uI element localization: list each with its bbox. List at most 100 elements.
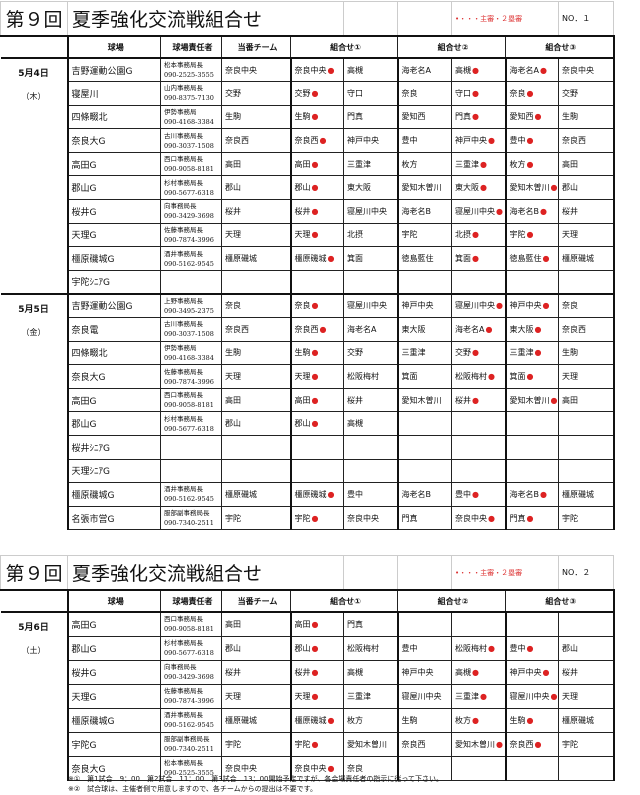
match-team — [343, 435, 399, 460]
umpire-mark-icon: ● — [327, 763, 335, 773]
duty-team: 天理 — [221, 683, 291, 709]
umpire-legend: •・・・主審・２塁審 — [451, 1, 560, 37]
match-team — [343, 269, 399, 295]
team-name: 交野 — [347, 348, 364, 358]
umpire-mark-icon: ● — [311, 112, 319, 122]
match-team: 天理● — [289, 364, 345, 389]
manager-name: 山内事務局長 — [164, 84, 203, 93]
team-name: 松阪梅村 — [455, 372, 488, 382]
team-name: 桜井 — [347, 395, 364, 405]
team-name: 門真 — [455, 112, 472, 122]
match-team: 豊中 — [343, 482, 399, 507]
match-team — [558, 755, 615, 781]
match-team: 神戸中央● — [504, 659, 560, 685]
sheet-number: NO．２ — [558, 555, 615, 591]
match-team — [451, 269, 507, 295]
match-team — [451, 411, 507, 436]
match-team: 高槻 — [343, 57, 399, 83]
umpire-mark-icon: ● — [534, 739, 542, 749]
match-team: 高槻● — [451, 57, 507, 83]
duty-team: 郡山 — [221, 175, 291, 201]
team-name: 交野 — [294, 88, 311, 98]
venue: 天理G — [67, 683, 161, 709]
umpire-mark-icon: ● — [311, 513, 319, 523]
match-team: 宇陀 — [558, 505, 615, 531]
venue: 郡山G — [67, 175, 161, 201]
team-name: 徳島藍住 — [401, 254, 434, 264]
match-team: 奈良中央 — [343, 505, 399, 531]
team-name: 枚方 — [455, 715, 472, 725]
match-team: 愛知木曽川 — [343, 731, 399, 757]
umpire-mark-icon: ● — [542, 301, 550, 311]
match-team: 郡山● — [289, 175, 345, 201]
venue: 宇陀G — [67, 731, 161, 757]
match-team: 宇陀● — [289, 731, 345, 757]
umpire-mark-icon: ● — [472, 395, 479, 405]
manager-phone: 090-2525-3555 — [164, 769, 214, 777]
match-team: 豊中● — [504, 635, 560, 661]
match-team: 海老名B — [396, 482, 453, 507]
team-name: 三重津 — [347, 691, 372, 701]
team-name: 海老名B — [509, 489, 540, 499]
match-team: 宇陀● — [504, 222, 560, 248]
match-team: 海老名A — [396, 57, 453, 83]
manager-name: 向事務局長 — [164, 663, 197, 671]
sheet-title: 夏季強化交流戦組合せ — [66, 555, 345, 591]
table-row: 四條畷北 伊勢事務局 090-4168-3384 生駒 生駒● 門真 愛知西 門真● 愛知西● 生… — [1, 104, 615, 130]
team-name: 生駒 — [294, 112, 311, 122]
venue-manager: 西口事務局長 090-9058-8181 — [160, 151, 222, 177]
match-team: 天理 — [558, 364, 615, 389]
team-name: 奈良西 — [562, 136, 587, 146]
umpire-mark-icon: ● — [327, 254, 335, 264]
match-team: 豊中● — [451, 482, 507, 507]
match-team: 奈良西● — [289, 128, 345, 153]
match-team: 生駒 — [558, 340, 615, 366]
team-name: 桜井 — [294, 667, 311, 677]
table-row: 宇陀ｼﾆｱG — [1, 269, 615, 295]
umpire-mark-icon: ● — [472, 667, 479, 677]
manager-name: 佐藤事務局長 — [164, 367, 203, 376]
match-team: 橿原磯城 — [558, 707, 615, 733]
match-team: 三重津 — [343, 151, 399, 177]
sheet-number: NO．１ — [558, 1, 615, 37]
match-team: 奈良西 — [558, 128, 615, 153]
match-team — [558, 458, 615, 484]
umpire-mark-icon: ● — [480, 159, 487, 169]
match-team — [558, 611, 615, 637]
manager-phone: 090-2525-3555 — [164, 71, 214, 80]
match-team: 徳島藍住 — [396, 246, 453, 271]
match-team: 高槻 — [343, 659, 399, 685]
duty-team: 奈良 — [221, 292, 291, 319]
umpire-mark-icon: ● — [327, 65, 335, 75]
team-name: 三重津 — [455, 691, 480, 701]
match-team — [396, 755, 453, 781]
match-team: 高田● — [289, 611, 345, 637]
match-team: 寝屋川中央 — [343, 199, 399, 224]
team-name: 奈良西 — [562, 324, 587, 334]
team-name: 豊中 — [401, 136, 418, 146]
venue: 名張市営G — [67, 505, 161, 531]
match-date: 5月6日 — [18, 623, 49, 633]
match-team: 橿原磯城 — [558, 482, 615, 507]
duty-team: 橿原磯城 — [221, 246, 291, 271]
match-team: 天理● — [289, 222, 345, 248]
umpire-mark-icon: ● — [496, 301, 503, 311]
venue-manager: 西口事務局長 090-9058-8181 — [160, 387, 222, 413]
match-team: 奈良 — [343, 755, 399, 781]
round-label: 第９回 — [0, 1, 68, 37]
team-name: 宇陀 — [509, 230, 526, 240]
umpire-mark-icon: ● — [526, 715, 534, 725]
header-duty-team: 当番チーム — [221, 35, 291, 59]
team-name: 豊中 — [455, 489, 472, 499]
table-row: 宇陀G 服部副事務局長 090-7340-2511 宇陀 宇陀● 愛知木曽川 奈良西 愛知木曽… — [1, 731, 615, 757]
team-name: 愛知木曽川 — [347, 739, 388, 749]
team-name: 枚方 — [401, 159, 418, 169]
match-team — [451, 458, 507, 484]
duty-team: 高田 — [221, 151, 291, 177]
match-team — [558, 269, 615, 295]
team-name: 桜井 — [562, 206, 579, 216]
umpire-mark-icon: ● — [542, 667, 550, 677]
team-name: 神戸中央 — [401, 301, 434, 311]
duty-team: 桜井 — [221, 659, 291, 685]
team-name: 交野 — [562, 88, 579, 98]
